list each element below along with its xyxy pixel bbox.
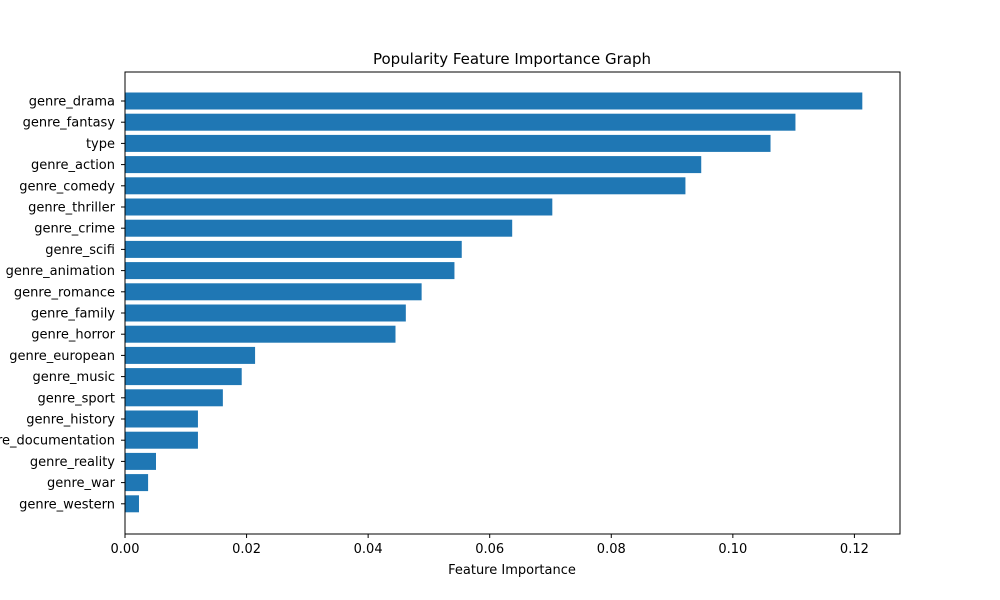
x-tick-label: 0.06 xyxy=(475,542,504,557)
bar-genre-drama xyxy=(125,92,863,110)
bars-group xyxy=(125,92,863,513)
y-tick-label: genre_fantasy xyxy=(23,116,116,131)
bar-genre-western xyxy=(125,495,139,513)
bar-genre-animation xyxy=(125,262,455,280)
y-tick-label: genre_animation xyxy=(6,264,115,279)
bar-type xyxy=(125,134,771,152)
y-tick-label: genre_action xyxy=(31,158,115,173)
x-tick-label: 0.10 xyxy=(718,542,747,557)
y-tick-label: genre_reality xyxy=(30,455,115,470)
y-tick-label: genre_drama xyxy=(29,95,115,110)
y-tick-label: genre_romance xyxy=(14,285,115,300)
x-ticks: 0.00 0.02 0.04 0.06 0.08 0.10 0.12 xyxy=(111,534,869,557)
y-tick-label: genre_documentation xyxy=(0,434,115,449)
bar-genre-family xyxy=(125,304,406,322)
y-tick-label: genre_music xyxy=(33,370,115,385)
bar-genre-horror xyxy=(125,325,396,343)
bar-genre-documentation xyxy=(125,431,198,449)
x-tick-label: 0.04 xyxy=(354,542,383,557)
x-tick-label: 0.08 xyxy=(597,542,626,557)
y-tick-label: genre_crime xyxy=(34,222,115,237)
y-tick-label: genre_family xyxy=(31,307,115,322)
x-tick-label: 0.12 xyxy=(840,542,869,557)
y-tick-label: genre_comedy xyxy=(19,179,115,194)
bar-genre-european xyxy=(125,346,256,364)
bar-genre-music xyxy=(125,368,242,386)
bar-genre-fantasy xyxy=(125,113,796,131)
y-tick-label: genre_european xyxy=(9,349,115,364)
bar-genre-war xyxy=(125,474,149,492)
bar-genre-action xyxy=(125,156,702,174)
y-tick-label: genre_sport xyxy=(38,391,115,406)
plot-frame xyxy=(124,71,901,535)
y-tick-label: genre_scifi xyxy=(45,243,115,258)
bar-genre-crime xyxy=(125,219,513,237)
bar-genre-scifi xyxy=(125,240,462,258)
bar-genre-reality xyxy=(125,452,156,470)
y-tick-label: genre_thriller xyxy=(28,201,116,216)
x-tick-label: 0.02 xyxy=(232,542,261,557)
x-axis-label: Feature Importance xyxy=(448,563,576,578)
chart-title: Popularity Feature Importance Graph xyxy=(373,50,651,68)
y-tick-label: genre_history xyxy=(26,413,115,428)
x-tick-label: 0.00 xyxy=(111,542,140,557)
y-tick-label: type xyxy=(86,137,115,152)
bar-genre-thriller xyxy=(125,198,553,216)
bar-genre-romance xyxy=(125,283,422,301)
bar-genre-sport xyxy=(125,389,223,407)
y-tick-label: genre_war xyxy=(47,476,116,491)
bar-genre-history xyxy=(125,410,198,428)
y-tick-label: genre_horror xyxy=(31,328,115,343)
bar-genre-comedy xyxy=(125,177,686,195)
y-tick-label: genre_western xyxy=(19,497,115,512)
